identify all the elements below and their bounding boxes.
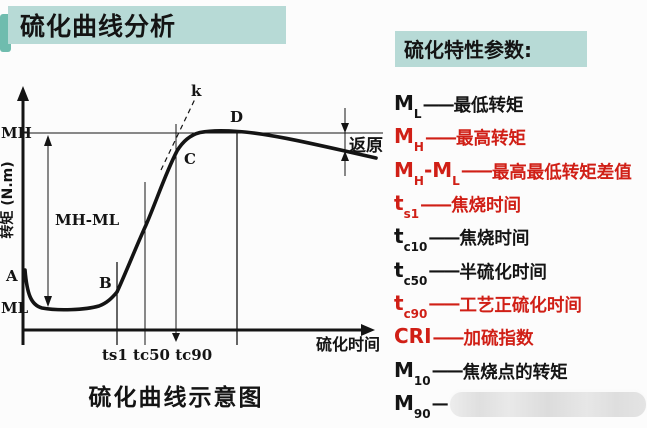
param-desc: 最低转矩 xyxy=(453,96,524,117)
x-axis-arrow-icon xyxy=(361,324,375,336)
title-accent-notch xyxy=(0,14,11,52)
y-axis-arrow-icon xyxy=(17,86,29,101)
page-title: 硫化曲线分析 xyxy=(20,12,177,41)
vulcanization-curve-chart: MH ML MH-ML A B C D k 返原 硫化时间 ts1 tc50 t… xyxy=(0,82,392,374)
param-desc: 最高转矩 xyxy=(455,129,526,150)
param-symbol: tc10 xyxy=(394,224,428,255)
param-desc: 半硫化时间 xyxy=(459,262,547,283)
param-row-ts1: ts1 —— 焦烧时间 xyxy=(394,188,647,221)
reversion-label: 返原 xyxy=(349,136,383,156)
param-symbol: ts1 xyxy=(394,191,420,222)
curve-diagram-svg: MH ML MH-ML A B C D k 返原 硫化时间 ts1 tc50 t… xyxy=(0,82,383,364)
reversion-up-arrow-icon xyxy=(341,151,349,161)
param-symbol: M10 xyxy=(394,357,431,388)
param-dash: —— xyxy=(422,94,455,115)
param-dash: —— xyxy=(460,161,493,182)
param-desc: 焦烧点的转矩 xyxy=(462,362,568,383)
param-dash: — xyxy=(431,394,449,415)
parameter-list: ML —— 最低转矩 MH —— 最高转矩 MH-ML —— 最高最低转矩差值 … xyxy=(394,88,647,421)
param-symbol: CRI xyxy=(394,324,432,349)
mh-label: MH xyxy=(1,124,32,142)
param-dash: —— xyxy=(428,227,460,248)
tangent-line-k xyxy=(160,98,196,171)
param-desc: 加硫指数 xyxy=(463,329,534,350)
param-symbol: MH xyxy=(394,124,424,155)
point-d-label: D xyxy=(230,108,243,126)
param-desc: 焦烧时间 xyxy=(451,196,522,217)
reversion-down-arrow-icon xyxy=(341,123,349,133)
chart-caption: 硫化曲线示意图 xyxy=(88,385,264,411)
title-bar: 硫化曲线分析 xyxy=(8,6,286,44)
point-c-label: C xyxy=(184,150,196,168)
param-desc: 最高最低转矩差值 xyxy=(491,162,632,183)
censored-blur-bar xyxy=(449,391,646,417)
tc90-down-arrow-icon xyxy=(172,333,180,342)
x-tick-labels: ts1 tc50 tc90 xyxy=(102,346,212,364)
ml-label: ML xyxy=(1,299,29,317)
param-row-ml: ML —— 最低转矩 xyxy=(394,88,647,121)
param-dash: —— xyxy=(420,194,452,215)
param-row-tc10: tc10 —— 焦烧时间 xyxy=(394,221,647,254)
param-symbol: MH-ML xyxy=(394,157,460,188)
point-a-label: A xyxy=(5,267,18,285)
param-row-cri: CRI —— 加硫指数 xyxy=(394,321,647,354)
y-axis-label: 转矩 (N.m) xyxy=(0,161,16,238)
param-row-m90: M90 — xyxy=(394,388,647,421)
param-row-mh-minus-ml: MH-ML —— 最高最低转矩差值 xyxy=(394,155,647,188)
param-row-m10: M10 —— 焦烧点的转矩 xyxy=(394,354,647,388)
param-dash: —— xyxy=(432,327,465,348)
vulcanization-curve xyxy=(23,129,378,312)
param-dash: —— xyxy=(424,127,457,148)
mh-ml-up-arrow-icon xyxy=(44,135,52,146)
parameters-panel: 硫化特性参数: ML —— 最低转矩 MH —— 最高转矩 MH-ML —— 最… xyxy=(394,0,647,428)
param-desc: 工艺正硫化时间 xyxy=(459,295,582,316)
param-symbol: tc50 xyxy=(394,257,428,288)
param-dash: —— xyxy=(431,361,464,382)
param-row-mh: MH —— 最高转矩 xyxy=(394,121,647,154)
x-axis-label: 硫化时间 xyxy=(316,335,380,354)
param-desc: 焦烧时间 xyxy=(459,229,530,250)
param-row-tc50: tc50 —— 半硫化时间 xyxy=(394,254,647,288)
param-symbol: ML xyxy=(394,91,422,122)
param-symbol: M90 xyxy=(394,390,431,421)
param-dash: —— xyxy=(428,261,460,282)
panel-heading: 硫化特性参数: xyxy=(395,31,587,67)
mh-ml-label: MH-ML xyxy=(55,211,120,229)
param-row-tc90: tc90 —— 工艺正硫化时间 xyxy=(394,288,647,321)
param-dash: —— xyxy=(428,294,460,315)
mh-ml-down-arrow-icon xyxy=(44,296,52,307)
param-symbol: tc90 xyxy=(394,290,428,321)
point-b-label: B xyxy=(99,274,112,292)
tangent-k-label: k xyxy=(191,82,202,100)
